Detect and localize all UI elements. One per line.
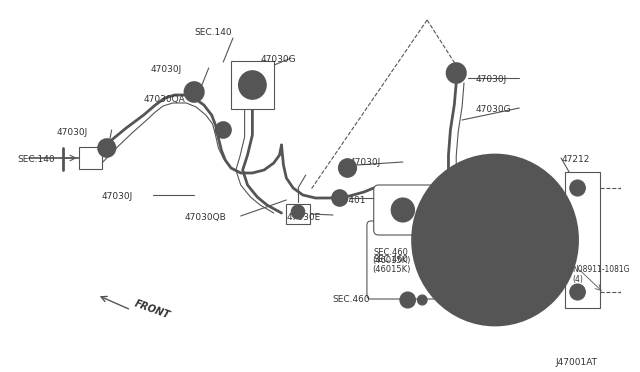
- Circle shape: [400, 292, 415, 308]
- FancyBboxPatch shape: [79, 147, 102, 169]
- Circle shape: [332, 190, 348, 206]
- FancyBboxPatch shape: [565, 172, 600, 308]
- Text: SEC.140: SEC.140: [17, 155, 55, 164]
- Circle shape: [479, 223, 511, 257]
- Circle shape: [447, 63, 466, 83]
- Text: SEC.460: SEC.460: [332, 295, 370, 304]
- Circle shape: [391, 198, 415, 222]
- Circle shape: [103, 144, 111, 152]
- Text: N08911-1081G
(4): N08911-1081G (4): [573, 265, 630, 285]
- Text: 47030G: 47030G: [260, 55, 296, 64]
- Text: 47030E: 47030E: [286, 213, 321, 222]
- Text: 47030J: 47030J: [476, 75, 507, 84]
- FancyBboxPatch shape: [231, 61, 274, 109]
- Circle shape: [451, 68, 461, 78]
- Text: 47030J: 47030J: [453, 168, 484, 177]
- Circle shape: [189, 87, 199, 97]
- Text: 47030J: 47030J: [56, 128, 88, 137]
- Text: 47030QA: 47030QA: [143, 95, 186, 104]
- Text: FRONT: FRONT: [133, 299, 172, 321]
- Circle shape: [621, 286, 633, 298]
- Text: SEC.460: SEC.460: [374, 248, 408, 257]
- Text: J47001AT: J47001AT: [556, 358, 597, 367]
- FancyBboxPatch shape: [367, 221, 449, 299]
- Circle shape: [621, 182, 633, 194]
- Text: 47030J: 47030J: [102, 192, 133, 201]
- Circle shape: [239, 71, 266, 99]
- Circle shape: [339, 159, 356, 177]
- Text: 47030QB: 47030QB: [184, 213, 226, 222]
- Circle shape: [413, 155, 577, 325]
- Text: SEC.140: SEC.140: [195, 28, 232, 37]
- FancyBboxPatch shape: [286, 204, 310, 224]
- Text: 47030J: 47030J: [349, 158, 381, 167]
- Circle shape: [570, 284, 586, 300]
- FancyBboxPatch shape: [374, 185, 437, 235]
- Circle shape: [336, 194, 344, 202]
- Circle shape: [291, 205, 305, 219]
- Circle shape: [570, 180, 586, 196]
- Text: 47212: 47212: [561, 155, 589, 164]
- Text: 47030G: 47030G: [476, 105, 511, 114]
- Circle shape: [98, 139, 115, 157]
- Text: 47210: 47210: [420, 210, 449, 219]
- Text: (46015K): (46015K): [372, 256, 410, 265]
- Circle shape: [417, 295, 427, 305]
- Text: 47030J: 47030J: [150, 65, 182, 74]
- Circle shape: [429, 172, 561, 308]
- Circle shape: [450, 193, 540, 287]
- Circle shape: [216, 122, 231, 138]
- Circle shape: [184, 82, 204, 102]
- Text: SEC.460
(46015K): SEC.460 (46015K): [372, 255, 410, 275]
- Text: 47401: 47401: [338, 196, 366, 205]
- Circle shape: [460, 191, 477, 209]
